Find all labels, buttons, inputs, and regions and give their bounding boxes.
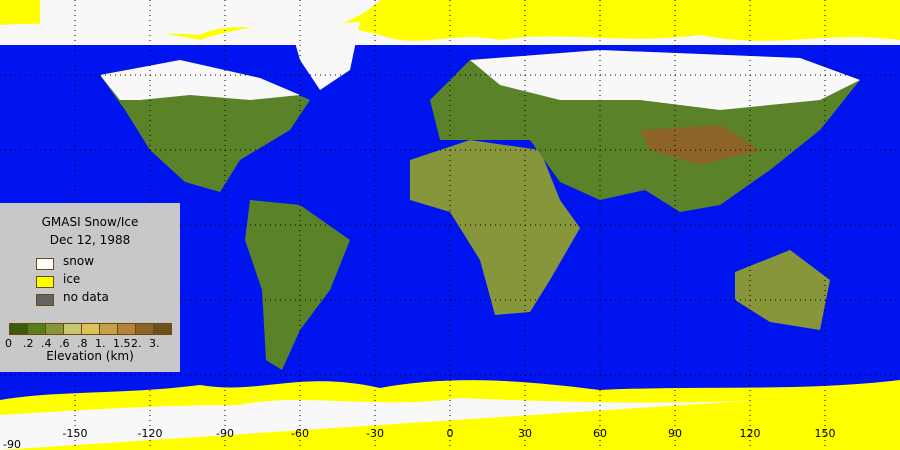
lon-tick-label: 30 bbox=[518, 427, 532, 440]
legend-title: GMASI Snow/Ice bbox=[41, 215, 139, 229]
south-america bbox=[245, 200, 350, 370]
lon-tick-label: 90 bbox=[668, 427, 682, 440]
latitude-label: -90 bbox=[3, 438, 21, 450]
lon-tick-label: 120 bbox=[739, 427, 761, 440]
lon-tick-label: -120 bbox=[137, 427, 163, 440]
elevation-tick: .8 bbox=[77, 337, 88, 350]
colorbar-segment bbox=[100, 324, 118, 334]
ice-label: ice bbox=[63, 272, 81, 286]
snow-label: snow bbox=[63, 254, 95, 268]
legend-date: Dec 12, 1988 bbox=[49, 233, 131, 247]
colorbar-segment bbox=[64, 324, 82, 334]
lon-tick-label: 60 bbox=[593, 427, 607, 440]
no-data-swatch bbox=[36, 294, 54, 306]
elevation-tick: 3. bbox=[149, 337, 160, 350]
elevation-tick: 1. bbox=[95, 337, 106, 350]
elevation-tick: .2 bbox=[23, 337, 34, 350]
colorbar-segment bbox=[82, 324, 100, 334]
colorbar-segment bbox=[28, 324, 46, 334]
lon-tick-label: 150 bbox=[814, 427, 836, 440]
africa bbox=[410, 140, 580, 315]
elevation-tick: 2. bbox=[131, 337, 142, 350]
elevation-colorbar bbox=[9, 323, 172, 335]
antarctica-snow bbox=[0, 398, 760, 450]
no-data-label: no data bbox=[63, 290, 109, 304]
australia bbox=[735, 250, 830, 330]
elevation-tick: .6 bbox=[59, 337, 70, 350]
colorbar-segment bbox=[118, 324, 136, 334]
greenland bbox=[290, 22, 360, 90]
lon-tick-label: 0 bbox=[446, 427, 454, 440]
lon-tick-label: -150 bbox=[62, 427, 88, 440]
colorbar-segment bbox=[10, 324, 28, 334]
lon-tick-label: -60 bbox=[291, 427, 309, 440]
elevation-tick: .4 bbox=[41, 337, 52, 350]
colorbar-segment bbox=[46, 324, 64, 334]
colorbar-segment bbox=[136, 324, 154, 334]
tibet-plateau bbox=[640, 125, 760, 165]
elevation-label: Elevation (km) bbox=[46, 349, 134, 363]
snow-swatch bbox=[36, 258, 54, 270]
ice-swatch bbox=[36, 276, 54, 288]
eurasia-snow bbox=[470, 50, 860, 110]
colorbar-segment bbox=[154, 324, 171, 334]
legend-panel: GMASI Snow/Ice Dec 12, 1988 snow ice no … bbox=[0, 203, 180, 372]
elevation-tick: 0 bbox=[5, 337, 12, 350]
lon-tick-label: -30 bbox=[366, 427, 384, 440]
elevation-ticks: 0 .2 .4 .6 .8 1. 1.5 2. 3. bbox=[5, 337, 167, 350]
lon-tick-label: -90 bbox=[216, 427, 234, 440]
elevation-tick: 1.5 bbox=[113, 337, 131, 350]
